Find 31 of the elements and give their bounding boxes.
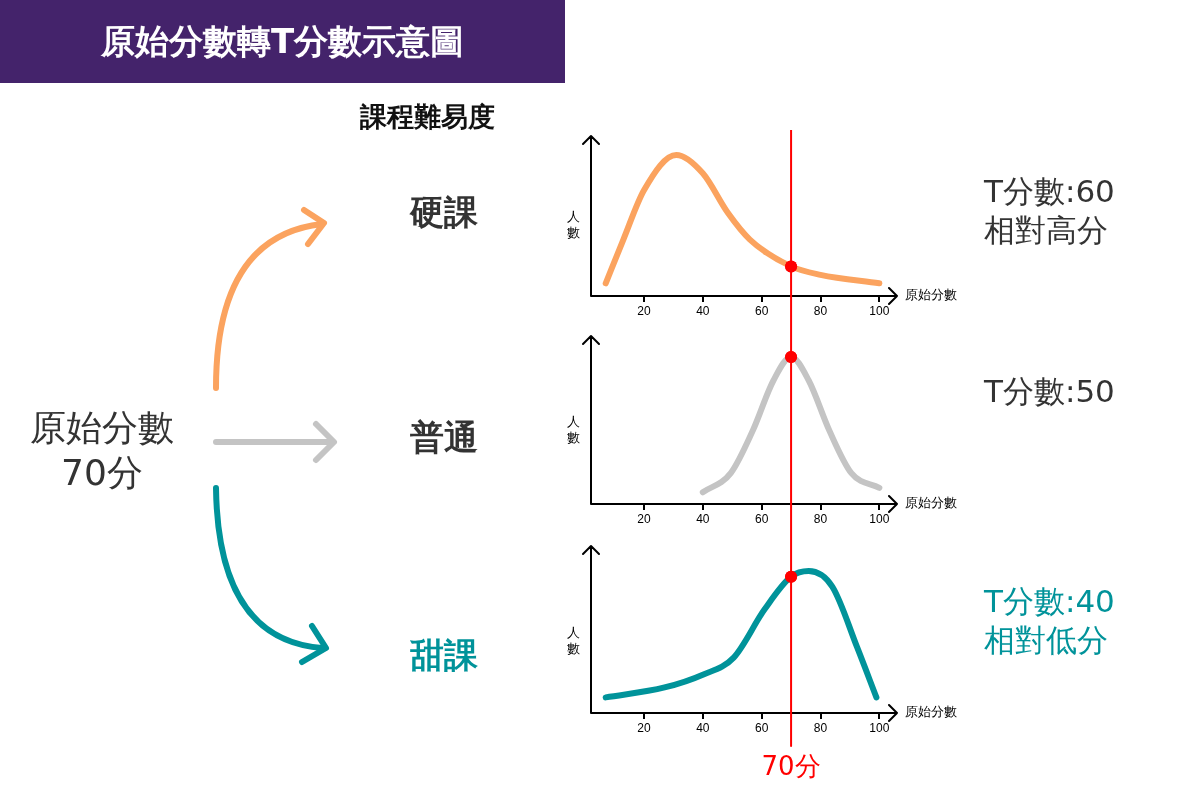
x-tick-label: 40 [696,303,710,318]
x-tick-label: 20 [637,511,651,526]
x-tick-label: 100 [869,720,890,735]
text: 普通 [410,416,478,459]
x-tick-label: 100 [869,303,890,318]
x-tick-label: 20 [637,303,651,318]
x-tick-label: 80 [813,511,828,526]
y-axis-title: 人數 [566,208,580,240]
text: 原始分數 70分 [30,406,174,495]
y-axis-title: 人數 [566,413,580,445]
x-axis-title: 原始分數 [905,495,957,511]
text: 原始分數轉T分數示意圖 [0,0,565,83]
x-tick-label: 40 [696,720,710,735]
x-tick-label: 60 [754,303,769,318]
text: T分數:60 相對高分 [984,172,1115,250]
x-tick-label: 80 [813,303,828,318]
chart-subtitle: 課程難易度 [360,100,495,134]
text: 甜課 [410,634,478,677]
x-tick-label: 100 [869,511,890,526]
text: T分數:50 [984,372,1115,411]
y-axis-title: 人數 [566,625,580,657]
text: T分數:40 相對低分 [984,582,1115,660]
x-axis-title: 原始分數 [905,287,957,303]
x-tick-label: 60 [754,511,769,526]
text: 硬課 [410,191,478,234]
x-tick-label: 60 [754,720,769,735]
x-tick-label: 20 [637,720,651,735]
x-tick-label: 40 [696,511,710,526]
x-tick-label: 80 [813,720,828,735]
x-axis-title: 原始分數 [905,704,957,720]
ref-line-label: 70分 [761,750,821,781]
